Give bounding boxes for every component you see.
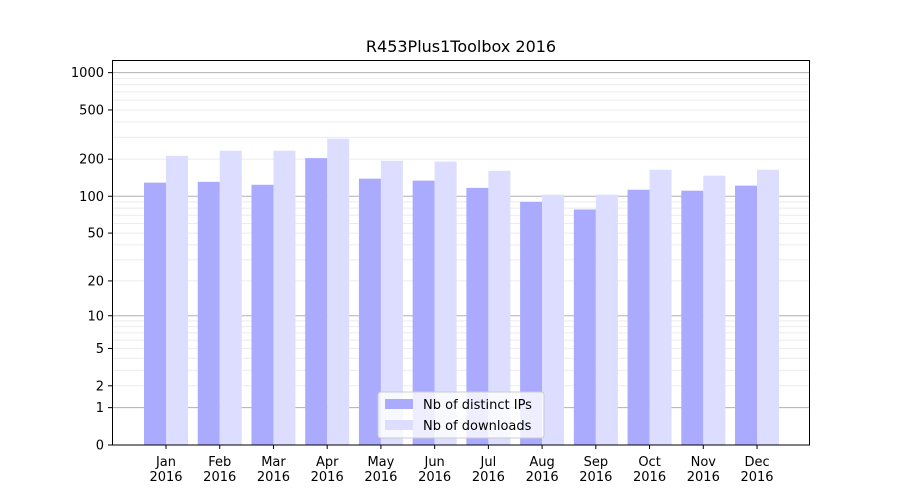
y-tick-label: 0	[96, 439, 104, 454]
y-tick-label: 10	[87, 309, 104, 324]
bar-distinct-ips	[412, 180, 435, 445]
legend: Nb of distinct IPs Nb of downloads	[377, 391, 545, 439]
y-tick-label: 100	[79, 190, 104, 205]
y-tick-label: 500	[79, 103, 104, 118]
bar-downloads	[166, 155, 188, 445]
x-tick-label: 2016	[311, 470, 344, 485]
bar-distinct-ips	[466, 187, 489, 445]
x-tick-label: Feb	[208, 455, 231, 470]
x-tick-label: 2016	[364, 470, 397, 485]
x-tick-label: Apr	[316, 455, 339, 470]
bar-downloads	[703, 175, 726, 445]
bar-downloads	[380, 160, 403, 445]
y-tick-label: 5	[96, 342, 104, 357]
x-tick-label: Oct	[638, 455, 660, 470]
legend-swatch-ips	[385, 399, 413, 409]
bar-distinct-ips	[627, 189, 650, 445]
x-tick-label: 2016	[633, 470, 666, 485]
x-tick-label: May	[367, 455, 394, 470]
y-tick-label: 2	[96, 379, 104, 394]
x-tick-label: Sep	[584, 455, 609, 470]
x-tick-label: 2016	[579, 470, 612, 485]
bar-downloads	[219, 150, 242, 445]
legend-swatch-downloads	[385, 420, 413, 430]
legend-label-downloads: Nb of downloads	[423, 419, 532, 434]
y-tick-label: 1000	[71, 66, 104, 81]
x-tick-label: Jun	[423, 455, 444, 470]
bar-distinct-ips	[520, 201, 543, 445]
x-tick-label: 2016	[418, 470, 451, 485]
legend-box	[377, 391, 545, 439]
bar-distinct-ips	[358, 178, 381, 445]
bars	[144, 138, 780, 446]
x-tick-label: 2016	[472, 470, 505, 485]
y-tick-label: 50	[87, 227, 104, 242]
x-tick-label: 2016	[257, 470, 290, 485]
bar-distinct-ips	[681, 190, 704, 445]
x-axis: Jan2016Feb2016Mar2016Apr2016May2016Jun20…	[149, 445, 774, 485]
bar-distinct-ips	[573, 209, 596, 445]
bar-downloads	[542, 194, 565, 445]
x-tick-label: 2016	[203, 470, 236, 485]
bar-downloads	[757, 169, 780, 445]
y-tick-label: 20	[87, 274, 104, 289]
y-tick-label: 1	[96, 401, 104, 416]
bar-downloads	[488, 170, 511, 445]
bar-downloads	[434, 161, 457, 445]
x-tick-label: Mar	[261, 455, 286, 470]
legend-label-ips: Nb of distinct IPs	[423, 398, 532, 413]
bar-downloads	[273, 150, 296, 445]
bar-distinct-ips	[735, 185, 758, 446]
bar-downloads	[595, 194, 618, 445]
x-tick-label: Nov	[691, 455, 717, 470]
x-tick-label: Dec	[744, 455, 769, 470]
bar-distinct-ips	[305, 158, 328, 446]
chart-title: R453Plus1Toolbox 2016	[366, 37, 556, 56]
x-tick-label: 2016	[526, 470, 559, 485]
x-tick-label: Aug	[529, 455, 554, 470]
y-axis: 0 1 2 5 10 20 50 100 200 500 1000	[71, 66, 112, 454]
bar-distinct-ips	[144, 182, 166, 445]
x-tick-label: Jul	[480, 455, 497, 470]
plot-frame	[112, 60, 810, 446]
x-tick-label: Jan	[155, 455, 176, 470]
y-tick-label: 200	[79, 153, 104, 168]
x-tick-label: 2016	[740, 470, 773, 485]
bar-distinct-ips	[197, 181, 220, 445]
bar-distinct-ips	[251, 184, 274, 445]
bar-downloads	[649, 169, 672, 445]
x-tick-label: 2016	[687, 470, 720, 485]
bar-downloads	[327, 138, 350, 445]
x-tick-label: 2016	[149, 470, 182, 485]
